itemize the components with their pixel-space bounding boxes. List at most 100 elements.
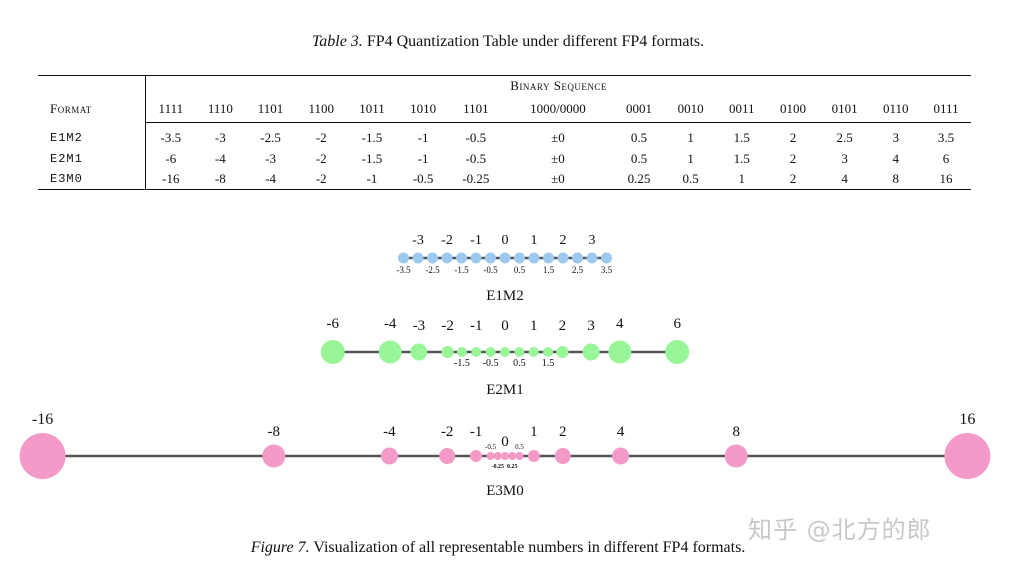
value-point <box>665 340 690 364</box>
minor-tick-label: -0.5 <box>483 265 498 275</box>
value-cell: 4 <box>841 171 848 186</box>
minor-tick-label: 0.25 <box>507 464 518 470</box>
value-point <box>456 252 467 264</box>
major-tick-label: -1 <box>470 424 483 440</box>
value-point <box>724 444 748 468</box>
value-cell: -0.25 <box>462 171 490 186</box>
value-point <box>543 347 554 357</box>
column-header: 0010 <box>677 101 704 116</box>
value-point <box>612 447 630 465</box>
value-cell: 3.5 <box>937 130 955 145</box>
value-cell: -6 <box>165 151 177 166</box>
value-point <box>441 346 454 358</box>
major-tick-label: -16 <box>32 411 53 428</box>
value-cell: -0.5 <box>412 171 434 186</box>
column-header: 1110 <box>207 101 233 116</box>
minor-tick-label: -0.25 <box>492 464 505 470</box>
minor-tick-label: 1.5 <box>543 265 555 275</box>
table-caption: Table 3. FP4 Quantization Table under di… <box>0 33 1016 51</box>
major-tick-label: -2 <box>441 318 454 334</box>
column-header: 1111 <box>158 101 184 116</box>
figure-caption: Figure 7. Visualization of all represent… <box>0 539 1006 557</box>
minor-tick-label: -0.5 <box>485 443 497 451</box>
minor-tick-label: 2.5 <box>572 265 584 275</box>
value-point <box>586 252 598 264</box>
table-caption-text: FP4 Quantization Table under different F… <box>362 33 705 50</box>
binary-sequence-header: Binary Sequence <box>510 78 607 93</box>
column-header: 1000/0000 <box>530 101 586 116</box>
value-point <box>439 448 456 464</box>
figure-caption-label: Figure 7. <box>250 539 310 556</box>
value-point <box>499 252 511 264</box>
minor-tick-label: -3.5 <box>396 265 411 275</box>
value-point <box>582 343 600 361</box>
value-cell: -16 <box>162 171 180 186</box>
value-point <box>262 444 286 468</box>
value-cell: 1.5 <box>733 130 750 145</box>
value-cell: 2.5 <box>836 130 853 145</box>
value-cell: 2 <box>789 130 797 145</box>
major-tick-label: -1 <box>470 318 483 334</box>
column-header: 0001 <box>626 101 653 116</box>
value-point <box>514 252 525 264</box>
value-point <box>556 346 569 358</box>
major-tick-label: 0 <box>501 318 509 334</box>
column-header: 1010 <box>410 101 437 116</box>
major-tick-label: -2 <box>441 233 453 248</box>
value-point <box>470 252 482 264</box>
value-cell: -1.5 <box>361 130 383 145</box>
format-cell: E1M2 <box>38 123 147 149</box>
value-point <box>441 252 453 264</box>
value-cell: -1.5 <box>361 151 383 166</box>
value-point <box>19 433 66 479</box>
format-header: Format <box>38 96 147 123</box>
major-tick-label: 2 <box>559 424 567 440</box>
header-empty <box>38 76 147 96</box>
value-cell: -8 <box>214 171 226 186</box>
value-cell: 0.25 <box>627 171 651 186</box>
value-cell: 3 <box>892 130 900 145</box>
major-tick-label: -8 <box>268 424 281 440</box>
value-point <box>320 340 345 364</box>
major-tick-label: 6 <box>673 316 681 332</box>
major-tick-label: 3 <box>587 318 595 334</box>
value-point <box>608 340 632 364</box>
value-point <box>501 452 509 460</box>
value-point <box>380 447 398 465</box>
value-cell: 8 <box>892 171 900 186</box>
value-point <box>527 450 540 462</box>
value-cell: 16 <box>939 171 953 186</box>
major-tick-label: -2 <box>441 424 454 440</box>
column-header: 0011 <box>729 101 755 116</box>
number-line-figure: -3 -2 -1 0 1 2 3 -3.5 -2.5 -1.5 -0.5 0.5 1.5 2.5 3.5 E1… <box>19 233 991 499</box>
value-point <box>944 433 991 479</box>
column-header: 1101 <box>257 101 284 116</box>
value-point <box>485 252 496 264</box>
major-tick-label: 0 <box>501 434 509 450</box>
column-header: 1101 <box>463 101 489 116</box>
figure-caption-text: Visualization of all representable numbe… <box>309 539 746 556</box>
value-cell: -3 <box>214 130 226 145</box>
value-point <box>378 340 402 364</box>
column-header: 0100 <box>779 101 806 116</box>
column-header: 0110 <box>882 101 909 116</box>
value-cell: 0.5 <box>630 151 648 166</box>
table-row: E2M1 -6 -4 -3 -2 -1.5 -1 -0.5 ±0 0.5 1 1.5 2 3 4 6 <box>38 149 971 169</box>
minor-tick-label: -2.5 <box>425 265 440 275</box>
value-point <box>500 347 510 357</box>
value-point <box>470 450 483 462</box>
value-point <box>554 448 571 464</box>
value-cell: 1 <box>687 151 694 166</box>
value-cell: ±0 <box>551 171 565 186</box>
value-cell: 6 <box>942 151 950 166</box>
major-tick-label: -4 <box>383 424 396 440</box>
value-cell: 2 <box>789 171 797 186</box>
column-header: 0111 <box>933 101 959 116</box>
header-row-columns: Format 1111 1110 1101 1100 1011 1010 1101 1000/0… <box>38 96 971 123</box>
value-cell: -1 <box>417 130 429 145</box>
value-cell: 1.5 <box>733 151 750 166</box>
column-header: 1100 <box>308 101 335 116</box>
value-cell: 3 <box>841 151 848 166</box>
format-cell: E3M0 <box>38 169 147 190</box>
value-point <box>528 252 540 264</box>
